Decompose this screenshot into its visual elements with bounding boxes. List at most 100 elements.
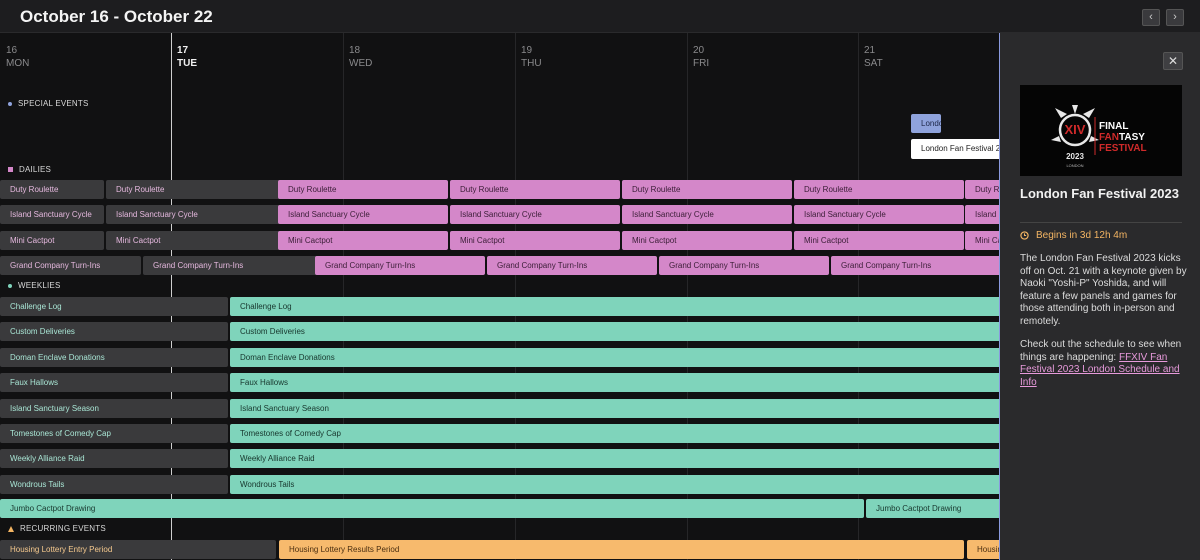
day-name: THU <box>521 58 542 69</box>
schedule-link[interactable]: FFXIV Fan Festival 2023 London Schedule … <box>1020 351 1180 388</box>
day-number: 21 <box>864 45 876 56</box>
daily-grand-company-turn-ins[interactable]: Grand Company Turn-Ins <box>487 256 657 275</box>
daily-island-sanctuary-cycle-past[interactable]: Island Sanctuary Cycle <box>0 205 104 224</box>
section-weeklies: WEEKLIES <box>8 281 61 290</box>
event-schedule-note: Check out the schedule to see when thing… <box>1020 339 1190 389</box>
day-gridline <box>687 33 688 560</box>
day-header-sat: 21 SAT <box>864 44 883 70</box>
daily-grand-company-turn-ins[interactable]: Grand Company Turn-Ins <box>315 256 485 275</box>
weekly-tomestones-of-comedy-cap[interactable]: Tomestones of Comedy Cap <box>230 424 999 443</box>
special-event-tooltip: London Fan Festival 2023 <box>911 139 999 159</box>
daily-island-sanctuary-cycle[interactable]: Island Sanctuary Cycle <box>965 205 999 224</box>
weekly-doman-enclave-donations-past[interactable]: Doman Enclave Donations <box>0 347 228 367</box>
daily-grand-company-turn-ins-past[interactable]: Grand Company Turn-Ins <box>0 256 141 275</box>
daily-grand-company-turn-ins[interactable]: Grand Company Turn-Ins <box>659 256 829 275</box>
logo-city: LONDON <box>1066 163 1083 168</box>
housing-lottery-entry-period[interactable]: Housing Lottery Entry Period <box>0 540 276 559</box>
day-gridline <box>343 33 344 560</box>
weekly-challenge-log-past[interactable]: Challenge Log <box>0 297 228 316</box>
event-title: London Fan Festival 2023 <box>1020 186 1179 201</box>
chevron-left-icon: ‹ <box>1149 11 1153 23</box>
weekly-custom-deliveries[interactable]: Custom Deliveries <box>230 322 999 342</box>
dailies-square-icon <box>8 167 13 172</box>
day-gridline <box>171 33 172 560</box>
svg-text:XIV: XIV <box>1065 122 1086 137</box>
weekly-tomestones-of-comedy-cap-past[interactable]: Tomestones of Comedy Cap <box>0 424 228 443</box>
recurring-triangle-icon <box>8 525 14 532</box>
fan-festival-logo: XIV 2023 LONDON FINAL FANTASY FESTIVAL <box>1020 85 1182 176</box>
day-name: TUE <box>177 58 197 69</box>
logo-year: 2023 <box>1066 152 1084 161</box>
weekly-weekly-alliance-raid-past[interactable]: Weekly Alliance Raid <box>0 449 228 469</box>
day-number: 17 <box>177 45 189 56</box>
special-events-dot-icon <box>8 101 12 106</box>
jumbo-cactpot-drawing[interactable]: Jumbo Cactpot Drawing <box>0 499 864 518</box>
schedule-note-text: Check out the schedule to see when thing… <box>1020 339 1182 363</box>
special-event-chip[interactable]: London Fan Festival 2023 <box>911 114 941 133</box>
daily-island-sanctuary-cycle[interactable]: Island Sanctuary Cycle <box>794 205 964 224</box>
section-label: DAILIES <box>19 165 52 174</box>
clock-icon <box>1020 231 1029 240</box>
next-week-button[interactable]: › <box>1166 9 1184 26</box>
daily-mini-cactpot[interactable]: Mini Cactpot <box>965 231 999 250</box>
jumbo-cactpot-drawing-next[interactable]: Jumbo Cactpot Drawing <box>866 499 999 518</box>
weeklies-dot-icon <box>8 283 12 288</box>
logo-final: FINAL <box>1099 121 1128 132</box>
daily-island-sanctuary-cycle[interactable]: Island Sanctuary Cycle <box>622 205 792 224</box>
weekly-wondrous-tails-past[interactable]: Wondrous Tails <box>0 474 228 494</box>
section-label: WEEKLIES <box>18 281 61 290</box>
housing-lottery-results-period-next[interactable]: Housing Lottery Results Period <box>967 540 999 559</box>
daily-mini-cactpot-past[interactable]: Mini Cactpot <box>0 231 104 250</box>
daily-mini-cactpot[interactable]: Mini Cactpot <box>794 231 964 250</box>
section-special-events: SPECIAL EVENTS <box>8 99 89 108</box>
day-number: 20 <box>693 45 705 56</box>
daily-island-sanctuary-cycle[interactable]: Island Sanctuary Cycle <box>278 205 448 224</box>
weekly-custom-deliveries-past[interactable]: Custom Deliveries <box>0 322 228 342</box>
day-header-fri: 20 FRI <box>693 44 709 70</box>
daily-duty-roulette[interactable]: Duty Roulette <box>794 180 964 199</box>
day-header-wed: 18 WED <box>349 44 372 70</box>
daily-mini-cactpot[interactable]: Mini Cactpot <box>622 231 792 250</box>
chevron-right-icon: › <box>1173 11 1177 23</box>
daily-duty-roulette[interactable]: Duty Roulette <box>622 180 792 199</box>
day-gridline <box>515 33 516 560</box>
daily-mini-cactpot[interactable]: Mini Cactpot <box>450 231 620 250</box>
event-detail-panel: ✕ XIV 2023 LONDON FINAL FANTASY FESTIVAL… <box>999 33 1200 560</box>
weekly-doman-enclave-donations[interactable]: Doman Enclave Donations <box>230 347 999 367</box>
daily-duty-roulette[interactable]: Duty Roulette <box>450 180 620 199</box>
close-icon: ✕ <box>1167 54 1179 68</box>
logo-tasy: TASY <box>1119 132 1145 143</box>
weekly-faux-hallows[interactable]: Faux Hallows <box>230 373 999 393</box>
daily-duty-roulette[interactable]: Duty Roulette <box>965 180 999 199</box>
section-recurring-events: RECURRING EVENTS <box>8 524 106 533</box>
event-countdown: Begins in 3d 12h 4m <box>1020 230 1127 241</box>
weekly-island-sanctuary-season[interactable]: Island Sanctuary Season <box>230 398 999 418</box>
section-dailies: DAILIES <box>8 165 51 174</box>
weekly-weekly-alliance-raid[interactable]: Weekly Alliance Raid <box>230 449 999 469</box>
divider <box>1020 222 1182 223</box>
day-name: WED <box>349 58 373 69</box>
logo-festival: FESTIVAL <box>1099 143 1147 154</box>
countdown-text: Begins in 3d 12h 4m <box>1036 230 1128 241</box>
previous-week-button[interactable]: ‹ <box>1142 9 1160 26</box>
daily-grand-company-turn-ins[interactable]: Grand Company Turn-Ins <box>831 256 999 275</box>
day-number: 19 <box>521 45 533 56</box>
weekly-island-sanctuary-season-past[interactable]: Island Sanctuary Season <box>0 398 228 418</box>
weekly-faux-hallows-past[interactable]: Faux Hallows <box>0 373 228 393</box>
logo-fan: FAN <box>1099 132 1119 143</box>
daily-duty-roulette[interactable]: Duty Roulette <box>278 180 448 199</box>
weekly-wondrous-tails[interactable]: Wondrous Tails <box>230 474 999 494</box>
day-gridline <box>858 33 859 560</box>
close-panel-button[interactable]: ✕ <box>1163 52 1183 70</box>
day-header-mon: 16 MON <box>6 44 29 70</box>
section-label: SPECIAL EVENTS <box>18 99 89 108</box>
day-header-thu: 19 THU <box>521 44 542 70</box>
week-range-title: October 16 - October 22 <box>20 7 213 26</box>
week-calendar: SPECIAL EVENTS London Fan Festival 2023 … <box>0 33 999 560</box>
daily-island-sanctuary-cycle[interactable]: Island Sanctuary Cycle <box>450 205 620 224</box>
daily-duty-roulette-past[interactable]: Duty Roulette <box>0 180 104 199</box>
weekly-challenge-log[interactable]: Challenge Log <box>230 297 999 316</box>
svg-text:FANTASY: FANTASY <box>1099 132 1145 143</box>
housing-lottery-results-period[interactable]: Housing Lottery Results Period <box>279 540 964 559</box>
daily-mini-cactpot[interactable]: Mini Cactpot <box>278 231 448 250</box>
